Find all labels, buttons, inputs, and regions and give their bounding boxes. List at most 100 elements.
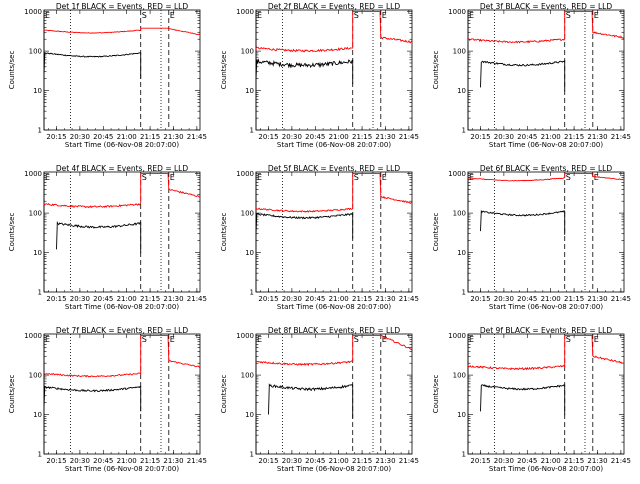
y-tick-label: 100 bbox=[453, 210, 466, 218]
panel-title: Det 9f BLACK = Events, RED = LLD bbox=[480, 326, 613, 335]
y-tick-label: 1000 bbox=[236, 170, 254, 178]
y-tick-label: 100 bbox=[241, 210, 254, 218]
plot-frame bbox=[43, 9, 201, 131]
panel-4: Det 4f BLACK = Events, RED = LLD 1 10 100 10… bbox=[8, 164, 207, 311]
marker-label: E bbox=[45, 11, 50, 20]
marker-label: E bbox=[170, 173, 175, 182]
marker-label: E bbox=[469, 173, 474, 182]
panel-6: Det 6f BLACK = Events, RED = LLD 1 10 100 10… bbox=[432, 164, 631, 311]
marker-label: E bbox=[382, 11, 387, 20]
panel-title: Det 4f BLACK = Events, RED = LLD bbox=[56, 164, 189, 173]
y-tick-label: 1000 bbox=[24, 170, 42, 178]
y-axis-label: Counts/sec bbox=[220, 375, 228, 414]
y-tick-label: 100 bbox=[453, 372, 466, 380]
x-axis-label: Start Time (06-Nov-08 20:07:00) bbox=[65, 303, 179, 311]
x-tick-label: 21:30 bbox=[163, 295, 183, 303]
lld-series-line bbox=[255, 334, 413, 367]
x-axis-label: Start Time (06-Nov-08 20:07:00) bbox=[65, 141, 179, 149]
y-tick-label: 1 bbox=[250, 451, 254, 459]
x-tick-label: 21:00 bbox=[329, 133, 349, 141]
lld-series-line bbox=[255, 11, 413, 53]
x-tick-label: 20:45 bbox=[517, 295, 537, 303]
x-tick-label: 21:15 bbox=[140, 295, 160, 303]
marker-label: S bbox=[142, 11, 147, 20]
marker-label: S bbox=[354, 335, 359, 344]
x-tick-label: 21:45 bbox=[611, 457, 631, 465]
y-tick-label: 1 bbox=[462, 289, 466, 297]
y-tick-label: 1000 bbox=[236, 332, 254, 340]
x-tick-label: 21:00 bbox=[329, 457, 349, 465]
x-tick-label: 21:15 bbox=[564, 133, 584, 141]
y-axis-label: Counts/sec bbox=[8, 51, 16, 90]
y-tick-label: 100 bbox=[29, 48, 42, 56]
events-series-line bbox=[56, 220, 142, 254]
x-tick-label: 20:30 bbox=[70, 457, 90, 465]
x-tick-label: 20:15 bbox=[258, 457, 278, 465]
x-tick-label: 20:15 bbox=[258, 133, 278, 141]
marker-label: E bbox=[594, 11, 599, 20]
x-axis-label: Start Time (06-Nov-08 20:07:00) bbox=[489, 303, 603, 311]
y-tick-label: 10 bbox=[245, 249, 254, 257]
plot-frame bbox=[255, 9, 413, 131]
x-tick-label: 20:30 bbox=[70, 295, 90, 303]
events-series-line bbox=[255, 58, 354, 85]
y-tick-label: 10 bbox=[457, 249, 466, 257]
x-tick-label: 21:00 bbox=[329, 295, 349, 303]
marker-label: E bbox=[45, 335, 50, 344]
x-tick-label: 21:30 bbox=[375, 133, 395, 141]
lld-series-line bbox=[467, 335, 625, 371]
x-tick-label: 20:15 bbox=[46, 457, 66, 465]
x-axis-label: Start Time (06-Nov-08 20:07:00) bbox=[277, 303, 391, 311]
x-tick-label: 21:30 bbox=[587, 295, 607, 303]
x-tick-label: 20:30 bbox=[70, 133, 90, 141]
y-tick-label: 1 bbox=[38, 289, 42, 297]
y-axis-label: Counts/sec bbox=[432, 51, 440, 90]
y-tick-label: 10 bbox=[457, 411, 466, 419]
x-tick-label: 20:15 bbox=[46, 295, 66, 303]
y-tick-label: 1000 bbox=[448, 170, 466, 178]
y-axis-label: Counts/sec bbox=[220, 213, 228, 252]
x-tick-label: 21:15 bbox=[564, 457, 584, 465]
marker-label: E bbox=[257, 11, 262, 20]
x-tick-label: 21:15 bbox=[140, 457, 160, 465]
y-tick-label: 10 bbox=[245, 411, 254, 419]
marker-label: S bbox=[354, 11, 359, 20]
x-tick-label: 20:45 bbox=[93, 295, 113, 303]
marker-label: S bbox=[566, 11, 571, 20]
x-tick-label: 20:45 bbox=[305, 295, 325, 303]
x-tick-label: 20:15 bbox=[470, 133, 490, 141]
x-tick-label: 21:00 bbox=[541, 295, 561, 303]
marker-label: E bbox=[382, 335, 387, 344]
events-series-line bbox=[255, 212, 354, 239]
lld-series-line bbox=[467, 11, 625, 44]
y-axis-label: Counts/sec bbox=[432, 213, 440, 252]
panel-title: Det 3f BLACK = Events, RED = LLD bbox=[480, 2, 613, 11]
events-series-line bbox=[480, 384, 566, 416]
x-axis-label: Start Time (06-Nov-08 20:07:00) bbox=[489, 141, 603, 149]
x-tick-label: 21:00 bbox=[541, 457, 561, 465]
panel-title: Det 2f BLACK = Events, RED = LLD bbox=[268, 2, 401, 11]
x-tick-label: 20:45 bbox=[305, 457, 325, 465]
x-tick-label: 21:30 bbox=[163, 457, 183, 465]
y-tick-label: 1000 bbox=[236, 8, 254, 16]
panel-8: Det 8f BLACK = Events, RED = LLD 1 10 100 10… bbox=[220, 326, 419, 473]
y-tick-label: 1 bbox=[250, 289, 254, 297]
plot-frame bbox=[467, 171, 625, 293]
x-tick-label: 21:45 bbox=[611, 295, 631, 303]
lld-series-line bbox=[255, 173, 413, 213]
marker-label: S bbox=[566, 173, 571, 182]
y-axis-label: Counts/sec bbox=[8, 375, 16, 414]
marker-label: E bbox=[257, 335, 262, 344]
x-tick-label: 21:30 bbox=[587, 457, 607, 465]
lld-series-line bbox=[467, 173, 625, 182]
x-tick-label: 21:00 bbox=[117, 457, 137, 465]
panel-3: Det 3f BLACK = Events, RED = LLD 1 10 100 10… bbox=[432, 2, 631, 149]
x-tick-label: 21:30 bbox=[375, 457, 395, 465]
panel-2: Det 2f BLACK = Events, RED = LLD 1 10 100 10… bbox=[220, 2, 419, 149]
marker-label: S bbox=[142, 173, 147, 182]
x-tick-label: 21:45 bbox=[611, 133, 631, 141]
y-tick-label: 1 bbox=[38, 451, 42, 459]
y-tick-label: 1000 bbox=[448, 8, 466, 16]
x-tick-label: 21:30 bbox=[163, 133, 183, 141]
